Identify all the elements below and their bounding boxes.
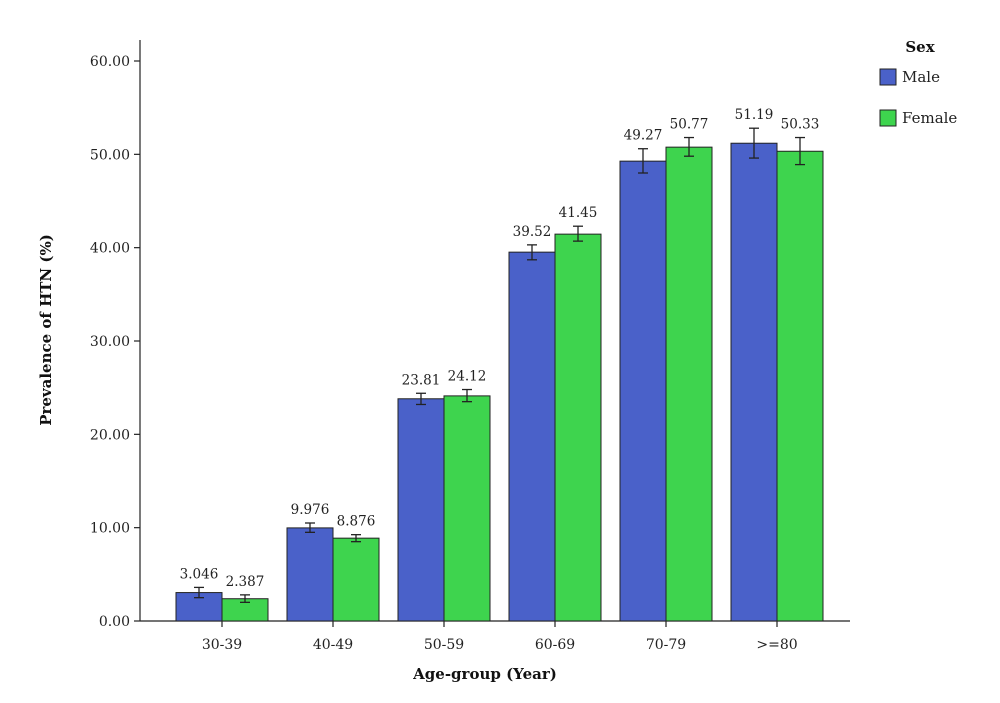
x-tick-label: 40-49 <box>313 637 353 653</box>
y-tick-label: 60.00 <box>90 54 130 70</box>
value-label: 49.27 <box>624 128 663 144</box>
value-label: 50.77 <box>670 117 709 133</box>
value-label: 8.876 <box>337 514 376 530</box>
x-tick-label: 50-59 <box>424 637 464 653</box>
value-label: 51.19 <box>735 107 774 123</box>
bars <box>175 127 824 622</box>
bar-male <box>508 251 556 622</box>
value-label: 39.52 <box>513 224 552 240</box>
y-tick-label: 50.00 <box>90 147 130 163</box>
bar-female <box>332 537 380 622</box>
bar-male <box>730 142 778 622</box>
y-tick-label: 20.00 <box>90 427 130 443</box>
x-tick-label: >=80 <box>756 637 797 653</box>
legend-label-male: Male <box>902 68 940 86</box>
x-tick-label: 30-39 <box>202 637 242 653</box>
bar-male <box>286 527 334 622</box>
bar-female <box>443 395 491 622</box>
value-label: 2.387 <box>226 574 265 590</box>
legend-swatch-male <box>879 68 897 86</box>
bar-female <box>554 233 602 622</box>
value-label: 3.046 <box>180 566 219 582</box>
value-label: 50.33 <box>781 117 820 133</box>
value-label: 24.12 <box>448 369 487 385</box>
bar-female <box>665 146 713 622</box>
x-axis: 30-39 40-49 50-59 60-69 70-79 >=80 <box>140 620 850 653</box>
legend-label-female: Female <box>902 109 957 127</box>
legend: Sex Male Female <box>879 38 957 127</box>
value-label: 41.45 <box>559 205 598 221</box>
x-axis-title: Age-group (Year) <box>412 665 557 683</box>
x-tick-label: 70-79 <box>646 637 686 653</box>
value-label: 9.976 <box>291 502 330 518</box>
y-axis-title: Prevalence of HTN (%) <box>37 234 55 426</box>
x-tick-label: 60-69 <box>535 637 575 653</box>
bar-female <box>776 150 824 622</box>
bar-male <box>397 398 445 622</box>
y-tick-label: 10.00 <box>90 521 130 537</box>
y-tick-label: 40.00 <box>90 241 130 257</box>
y-tick-label: 0.00 <box>99 614 130 630</box>
y-tick-label: 30.00 <box>90 334 130 350</box>
value-labels: 3.046 9.976 23.81 39.52 49.27 51.19 2.387 8.876… <box>180 107 820 590</box>
y-axis: 0.00 10.00 20.00 30.00 40.00 50.00 60.00 <box>90 40 141 630</box>
legend-swatch-female <box>879 109 897 127</box>
bar-male <box>619 160 667 622</box>
legend-title: Sex <box>905 38 935 56</box>
value-label: 23.81 <box>402 372 441 388</box>
